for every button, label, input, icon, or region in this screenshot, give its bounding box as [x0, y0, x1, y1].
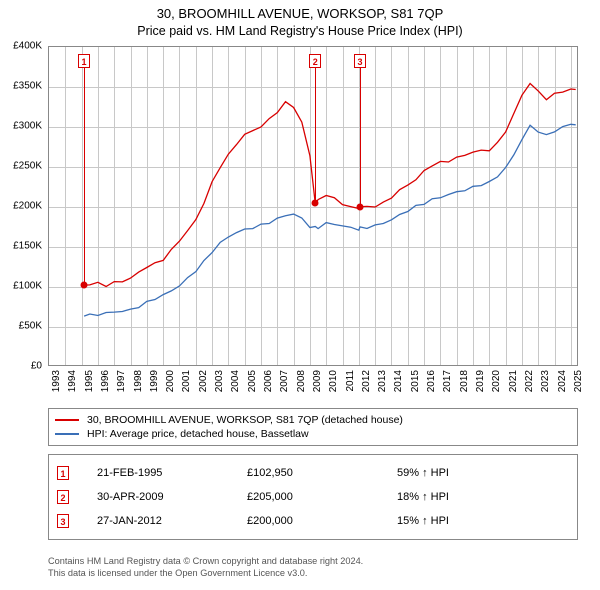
xtick-label: 2005 — [247, 370, 258, 392]
xtick-label: 1993 — [51, 370, 62, 392]
event-date: 21-FEB-1995 — [97, 467, 247, 479]
event-guide-line — [84, 61, 85, 285]
plot-region: 1 2 3 — [48, 46, 578, 366]
xtick-label: 2004 — [230, 370, 241, 392]
event-num-box: 1 — [57, 466, 69, 480]
legend-label: 30, BROOMHILL AVENUE, WORKSOP, S81 7QP (… — [87, 414, 403, 426]
ytick-label: £100K — [13, 281, 42, 292]
title-subtitle: Price paid vs. HM Land Registry's House … — [0, 24, 600, 38]
xtick-label: 2014 — [393, 370, 404, 392]
event-row: 3 27-JAN-2012£200,00015% ↑ HPI — [57, 509, 569, 533]
ytick-label: £50K — [19, 321, 42, 332]
ytick-label: £250K — [13, 161, 42, 172]
event-marker-box: 3 — [354, 54, 366, 68]
ytick-label: £400K — [13, 41, 42, 52]
xtick-label: 2017 — [442, 370, 453, 392]
xtick-label: 1995 — [84, 370, 95, 392]
xtick-label: 2022 — [524, 370, 535, 392]
ytick-label: £350K — [13, 81, 42, 92]
ytick-label: £0 — [31, 361, 42, 372]
event-guide-line — [315, 61, 316, 203]
event-num-box: 2 — [57, 490, 69, 504]
legend-swatch — [55, 419, 79, 421]
event-num-box: 3 — [57, 514, 69, 528]
xtick-label: 2011 — [345, 370, 356, 392]
legend-row: 30, BROOMHILL AVENUE, WORKSOP, S81 7QP (… — [55, 413, 571, 427]
legend-swatch — [55, 433, 79, 435]
event-marker-box: 1 — [78, 54, 90, 68]
event-guide-line — [360, 61, 361, 207]
event-hpi: 15% ↑ HPI — [397, 515, 569, 527]
event-row: 1 21-FEB-1995£102,95059% ↑ HPI — [57, 461, 569, 485]
xtick-label: 2012 — [361, 370, 372, 392]
xtick-label: 2006 — [263, 370, 274, 392]
xtick-label: 2019 — [475, 370, 486, 392]
ytick-label: £300K — [13, 121, 42, 132]
event-dot — [312, 200, 319, 207]
xtick-label: 2013 — [377, 370, 388, 392]
xtick-label: 2015 — [410, 370, 421, 392]
event-hpi: 18% ↑ HPI — [397, 491, 569, 503]
ytick-label: £150K — [13, 241, 42, 252]
xtick-label: 1999 — [149, 370, 160, 392]
xtick-label: 2000 — [165, 370, 176, 392]
xtick-label: 2002 — [198, 370, 209, 392]
series-line-hpi — [84, 124, 576, 316]
chart-svg — [49, 47, 579, 367]
footer-line1: Contains HM Land Registry data © Crown c… — [48, 556, 578, 568]
event-price: £200,000 — [247, 515, 397, 527]
xtick-label: 2016 — [426, 370, 437, 392]
events-table: 1 21-FEB-1995£102,95059% ↑ HPI 2 30-APR-200… — [48, 454, 578, 540]
event-dot — [81, 281, 88, 288]
event-row: 2 30-APR-2009£205,00018% ↑ HPI — [57, 485, 569, 509]
xtick-label: 2023 — [540, 370, 551, 392]
title-address: 30, BROOMHILL AVENUE, WORKSOP, S81 7QP — [0, 6, 600, 21]
chart-container: 30, BROOMHILL AVENUE, WORKSOP, S81 7QP P… — [0, 0, 600, 590]
xtick-label: 2003 — [214, 370, 225, 392]
xtick-label: 1998 — [133, 370, 144, 392]
xtick-label: 2024 — [557, 370, 568, 392]
xtick-label: 2009 — [312, 370, 323, 392]
chart-area: 123 £0£50K£100K£150K£200K£250K£300K£350K… — [48, 46, 578, 366]
event-hpi: 59% ↑ HPI — [397, 467, 569, 479]
xtick-label: 2021 — [508, 370, 519, 392]
event-price: £205,000 — [247, 491, 397, 503]
xtick-label: 2025 — [573, 370, 584, 392]
legend-row: HPI: Average price, detached house, Bass… — [55, 427, 571, 441]
event-price: £102,950 — [247, 467, 397, 479]
xtick-label: 2007 — [279, 370, 290, 392]
event-dot — [356, 204, 363, 211]
xtick-label: 1994 — [67, 370, 78, 392]
series-line-price_paid — [84, 84, 576, 287]
xtick-label: 2010 — [328, 370, 339, 392]
event-date: 27-JAN-2012 — [97, 515, 247, 527]
footer-line2: This data is licensed under the Open Gov… — [48, 568, 578, 580]
xtick-label: 2001 — [181, 370, 192, 392]
title-block: 30, BROOMHILL AVENUE, WORKSOP, S81 7QP P… — [0, 0, 600, 38]
xtick-label: 2018 — [459, 370, 470, 392]
event-date: 30-APR-2009 — [97, 491, 247, 503]
xtick-label: 1996 — [100, 370, 111, 392]
event-marker-box: 2 — [309, 54, 321, 68]
legend-label: HPI: Average price, detached house, Bass… — [87, 428, 309, 440]
footer-attribution: Contains HM Land Registry data © Crown c… — [48, 556, 578, 580]
legend: 30, BROOMHILL AVENUE, WORKSOP, S81 7QP (… — [48, 408, 578, 446]
xtick-label: 1997 — [116, 370, 127, 392]
xtick-label: 2020 — [491, 370, 502, 392]
xtick-label: 2008 — [296, 370, 307, 392]
ytick-label: £200K — [13, 201, 42, 212]
